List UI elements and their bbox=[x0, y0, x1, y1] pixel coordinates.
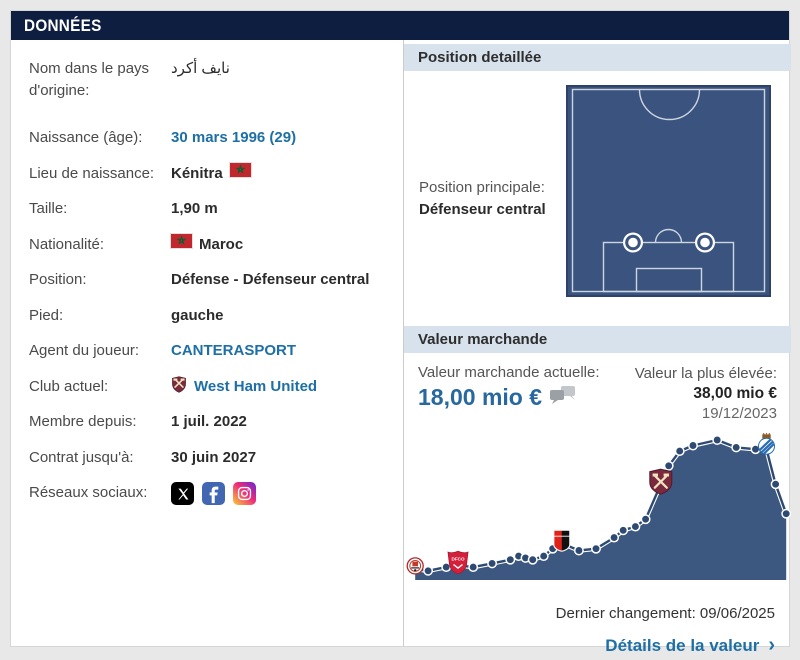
info-row: Nationalité: Maroc bbox=[29, 233, 393, 256]
market-value-point[interactable] bbox=[663, 460, 674, 471]
position-panel-title: Position detaillée bbox=[418, 49, 542, 66]
x-twitter-icon[interactable] bbox=[171, 482, 194, 505]
market-value-panel-title: Valeur marchande bbox=[418, 331, 548, 348]
info-value: نايف أكرد bbox=[171, 60, 230, 77]
info-row: Club actuel: West Ham United bbox=[29, 375, 393, 398]
social-icons bbox=[171, 482, 256, 505]
club-crest-dijon: DFCO bbox=[447, 550, 469, 575]
info-row: Taille: 1,90 m bbox=[29, 198, 393, 220]
info-row: Agent du joueur: CANTERASPORT bbox=[29, 340, 393, 362]
market-value-panel-header: Valeur marchande bbox=[404, 326, 791, 353]
info-label: Agent du joueur: bbox=[29, 342, 140, 359]
market-value-point[interactable] bbox=[468, 562, 479, 573]
info-label: Pied: bbox=[29, 306, 64, 324]
club-crest-west-ham bbox=[649, 468, 673, 495]
svg-text:DFCO: DFCO bbox=[451, 556, 464, 561]
west-ham-crest-icon bbox=[172, 375, 186, 393]
market-value-point[interactable] bbox=[731, 442, 742, 453]
value-details-label: Détails de la valeur bbox=[605, 636, 760, 655]
info-value: 1,90 m bbox=[171, 200, 218, 217]
club-crest-rennes bbox=[553, 529, 571, 552]
chevron-right-icon: › bbox=[768, 634, 775, 656]
info-label: Lieu de naissance: bbox=[29, 164, 155, 182]
info-value: gauche bbox=[171, 306, 224, 324]
club-crest-fus-rabat bbox=[406, 557, 424, 575]
card-title: DONNÉES bbox=[24, 15, 102, 35]
market-value-point[interactable] bbox=[609, 532, 620, 543]
card-header: DONNÉES bbox=[11, 11, 789, 40]
info-label: Taille: bbox=[29, 200, 68, 217]
market-value-point[interactable] bbox=[423, 565, 434, 576]
market-value-point[interactable] bbox=[527, 554, 538, 565]
market-value-point[interactable] bbox=[674, 446, 685, 457]
info-label: Contrat jusqu'à: bbox=[29, 448, 134, 466]
info-value: Kénitra bbox=[171, 164, 223, 182]
info-value: Défense - Défenseur central bbox=[171, 271, 370, 288]
info-row: Membre depuis: 1 juil. 2022 bbox=[29, 411, 393, 433]
info-label: Position: bbox=[29, 271, 87, 288]
info-label: Membre depuis: bbox=[29, 413, 137, 430]
player-info-list: Nom dans le pays d'origine: نايف أكرد Nais… bbox=[11, 40, 403, 646]
highest-market-value-date: 19/12/2023 bbox=[701, 405, 777, 422]
morocco-flag-icon bbox=[229, 162, 251, 177]
value-details-link[interactable]: Détails de la valeur › bbox=[605, 634, 775, 656]
market-value-point[interactable] bbox=[712, 435, 723, 445]
info-row: Lieu de naissance: Kénitra bbox=[29, 162, 393, 185]
info-row: Pied: gauche bbox=[29, 305, 393, 327]
market-value-point[interactable] bbox=[487, 558, 498, 569]
main-position-value: Défenseur central bbox=[419, 201, 546, 218]
current-market-value: 18,00 mio € bbox=[418, 384, 543, 410]
info-value-link[interactable]: 30 mars 1996 (29) bbox=[171, 129, 297, 146]
highest-market-value-block: Valeur la plus élevée: 38,00 mio € 19/12… bbox=[635, 364, 777, 424]
morocco-flag-icon bbox=[171, 233, 192, 248]
position-marker-left bbox=[623, 232, 643, 253]
info-label: Naissance (âge): bbox=[29, 129, 143, 146]
market-value-point[interactable] bbox=[688, 440, 698, 451]
market-value-point[interactable] bbox=[538, 551, 549, 562]
right-panels: Position detaillée Position principale: … bbox=[404, 40, 792, 655]
player-data-card: DONNÉES Nom dans le pays d'origine: نايف … bbox=[10, 10, 792, 655]
info-row: Naissance (âge): 30 mars 1996 (29) bbox=[29, 127, 393, 149]
info-row: Position: Défense - Défenseur central bbox=[29, 269, 393, 291]
info-label: Nom dans le pays d'origine: bbox=[29, 60, 150, 99]
highest-market-value: 38,00 mio € bbox=[693, 385, 777, 402]
info-row: Nom dans le pays d'origine: نايف أكرد bbox=[29, 58, 393, 101]
market-value-point[interactable] bbox=[781, 508, 792, 519]
market-value-point[interactable] bbox=[630, 521, 641, 532]
market-value-point[interactable] bbox=[505, 554, 516, 565]
info-label: Nationalité: bbox=[29, 235, 105, 253]
current-market-value-label: Valeur marchande actuelle: bbox=[418, 364, 600, 381]
market-value-point[interactable] bbox=[770, 479, 781, 490]
main-position-label: Position principale: bbox=[419, 179, 545, 196]
market-value-point[interactable] bbox=[591, 543, 601, 554]
info-value-link[interactable]: CANTERASPORT bbox=[171, 342, 297, 359]
info-value: 1 juil. 2022 bbox=[171, 413, 247, 430]
position-marker-right bbox=[695, 232, 715, 253]
club-crest-real-sociedad bbox=[758, 432, 775, 455]
market-value-point[interactable] bbox=[618, 525, 629, 536]
current-market-value-block: Valeur marchande actuelle: 18,00 mio € bbox=[418, 364, 600, 411]
market-value-point[interactable] bbox=[573, 545, 584, 556]
info-row: Réseaux sociaux: bbox=[29, 482, 393, 505]
info-value: Maroc bbox=[199, 235, 244, 253]
last-change-text: Dernier changement: 09/06/2025 bbox=[555, 605, 775, 622]
info-label: Réseaux sociaux: bbox=[29, 484, 148, 501]
facebook-icon[interactable] bbox=[202, 482, 225, 505]
main-position-block: Position principale: Défenseur central bbox=[419, 177, 546, 221]
discussion-bubbles-icon[interactable] bbox=[550, 384, 576, 411]
pitch-diagram bbox=[566, 85, 771, 302]
column-divider bbox=[403, 40, 404, 646]
info-row: Contrat jusqu'à: 30 juin 2027 bbox=[29, 447, 393, 469]
current-club-link[interactable]: West Ham United bbox=[194, 377, 318, 395]
market-value-chart[interactable]: DFCO bbox=[406, 425, 792, 585]
instagram-icon[interactable] bbox=[233, 482, 256, 505]
highest-market-value-label: Valeur la plus élevée: bbox=[634, 365, 777, 382]
position-panel-header: Position detaillée bbox=[404, 44, 791, 71]
market-value-point[interactable] bbox=[640, 514, 651, 525]
info-value: 30 juin 2027 bbox=[171, 448, 257, 466]
info-label: Club actuel: bbox=[29, 377, 109, 395]
